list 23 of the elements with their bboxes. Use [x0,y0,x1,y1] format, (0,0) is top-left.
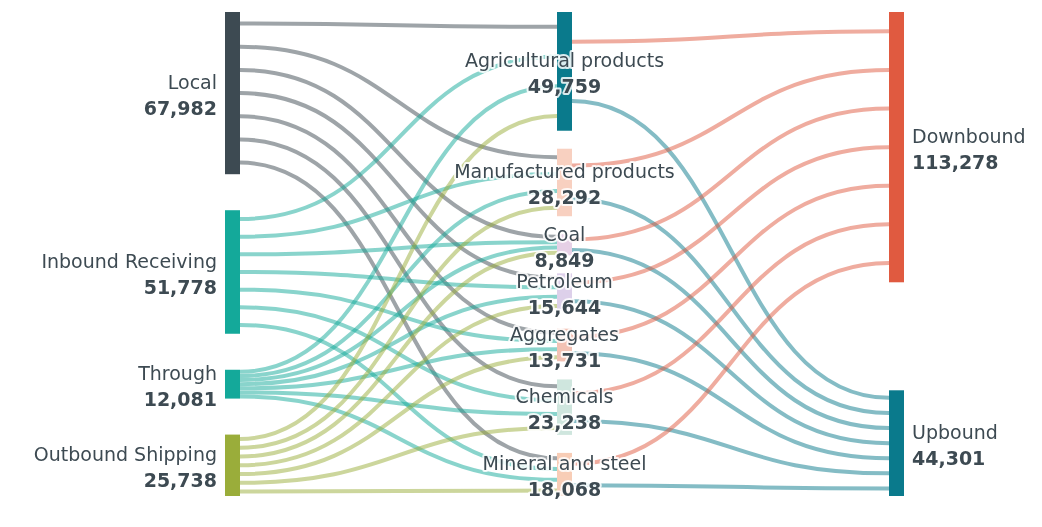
data-label: 113,278 [912,151,999,174]
data-label: 15,644 [527,296,602,319]
category-label: Outbound Shipping [33,443,217,466]
data-label: 8,849 [534,248,595,271]
category-label: Chemicals [515,385,614,408]
category-label: Upbound [912,421,998,444]
data-label: 51,778 [143,275,217,298]
category-label: Through [137,362,217,385]
data-label: 28,292 [527,186,602,209]
data-label: 18,068 [527,478,602,501]
data-label: 44,301 [912,447,986,470]
category-label: Petroleum [516,270,613,293]
category-label: Aggregates [510,323,619,346]
data-label: 25,738 [143,469,217,492]
category-label: Manufactured products [454,160,675,183]
data-label: 12,081 [143,388,217,411]
data-label: 67,982 [143,97,217,120]
category-label: Local [167,71,217,94]
category-label: Inbound Receiving [41,249,217,272]
category-label: Coal [543,222,586,245]
data-label: 23,238 [527,411,602,434]
category-label: Downbound [912,125,1026,148]
data-label: 13,731 [527,349,602,372]
